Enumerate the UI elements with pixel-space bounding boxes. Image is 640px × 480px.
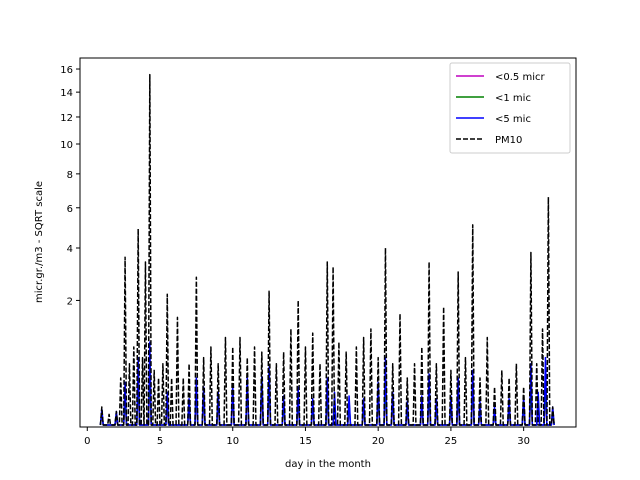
x-tick-label: 25 [445, 436, 458, 447]
y-tick-label: 4 [67, 244, 73, 255]
legend: <0.5 micr <1 mic <5 mic PM10 [449, 62, 571, 154]
legend-entry-label: <0.5 micr [495, 72, 545, 83]
legend-box [449, 62, 571, 154]
x-ticks: 0 5 10 15 20 25 30 [84, 427, 530, 447]
x-tick-label: 15 [299, 436, 312, 447]
plot-frame [79, 57, 577, 428]
x-tick-label: 0 [84, 436, 90, 447]
x-tick-label: 30 [517, 436, 530, 447]
x-tick-label: 10 [226, 436, 239, 447]
x-axis-label: day in the month [285, 459, 371, 470]
y-axis-label: micr.gr./m3 - SQRT scale [34, 181, 45, 303]
y-tick-label: 14 [60, 88, 73, 99]
legend-entry-label: <1 mic [495, 93, 531, 104]
x-tick-label: 5 [157, 436, 163, 447]
y-tick-label: 2 [67, 296, 73, 307]
y-tick-label: 16 [60, 65, 73, 76]
y-tick-label: 10 [60, 140, 73, 151]
y-tick-label: 12 [60, 113, 73, 124]
y-ticks: 2 4 6 8 10 12 14 16 [60, 65, 80, 307]
legend-entry-label: <5 mic [495, 114, 531, 125]
x-tick-label: 20 [372, 436, 385, 447]
series-layer [99, 73, 555, 426]
y-tick-label: 6 [67, 204, 73, 215]
series-line [99, 73, 555, 426]
y-tick-label: 8 [67, 170, 73, 181]
legend-entry-label: PM10 [495, 135, 522, 146]
